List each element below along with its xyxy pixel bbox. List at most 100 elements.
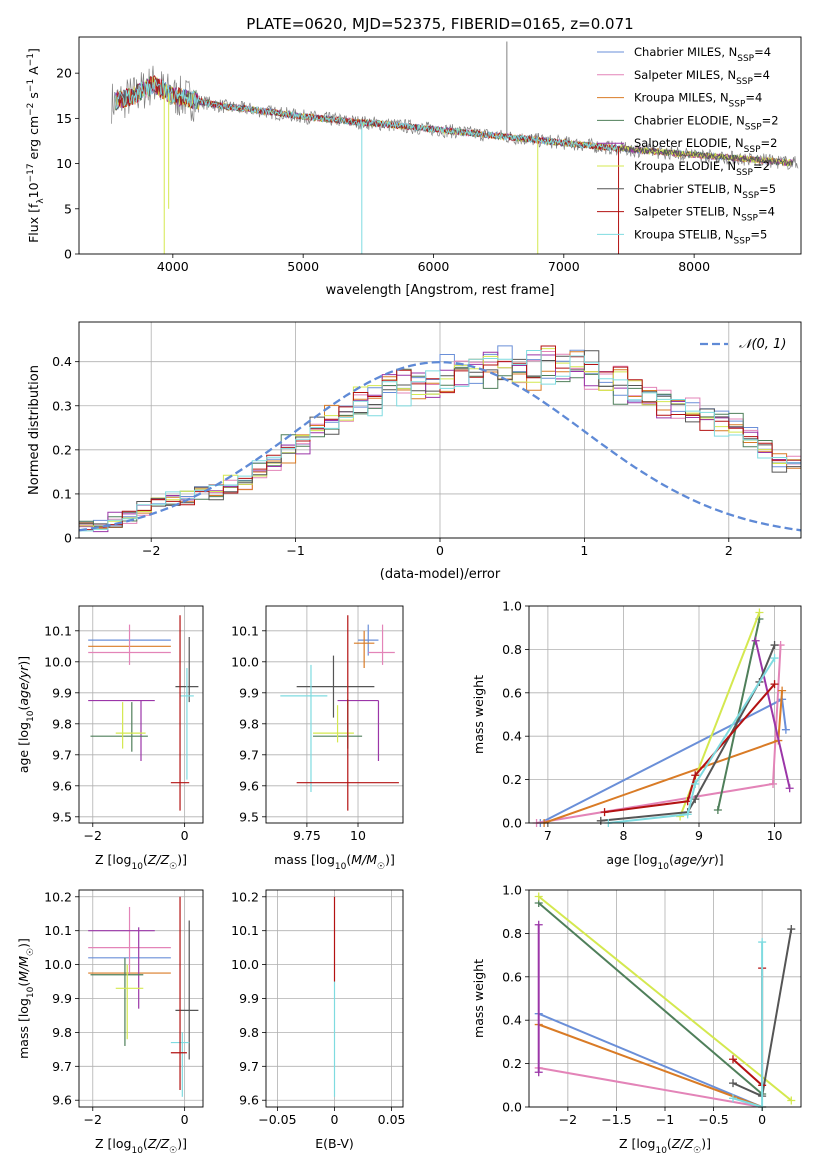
point-marker-kroupa_stelib (770, 654, 779, 663)
axes-frame (78, 321, 802, 539)
y-tick-label: 10.1 (44, 923, 72, 938)
y-tick-label: 9.8 (52, 1025, 72, 1040)
y-tick-label: 0.8 (502, 642, 522, 657)
series-line-kroupa_stelib (608, 657, 776, 824)
x-axis-label: mass [log10(M/M☉)] (274, 852, 395, 872)
y-tick-label: 0.8 (502, 926, 522, 941)
x-tick-label: 6000 (418, 259, 450, 274)
y-axis-label: mass weight (471, 675, 486, 754)
y-tick-label: 9.9 (52, 991, 72, 1006)
point-marker-kroupa_stelib (729, 1094, 737, 1103)
normal-curve (79, 360, 801, 532)
y-tick-label: 9.8 (239, 716, 259, 731)
x-axis-label: Z [log10(Z/Z☉)] (619, 1136, 711, 1156)
panel-mass-vs-metallicity: −2 0 9.6 9.7 9.8 9.9 10.0 10.1 10.2 Z [log10(Z/Z☉… (16, 889, 204, 1156)
point-marker-chabrier_stelib (770, 641, 779, 650)
point-marker-kroupa_elodie (534, 892, 543, 901)
panel-mass-weight-vs-metallicity: −2 −1.5 −1 −0.5 0 0.0 0.2 0.4 0.6 0.8 1.0 Z [log10(… (471, 883, 802, 1156)
y-tick-label: 0.4 (52, 354, 72, 369)
axes-frame (265, 889, 404, 1108)
legend-label-chabrier_stelib: Chabrier STELIB, NSSP=5 (634, 182, 776, 201)
axes-frame (265, 605, 404, 824)
x-tick-label: −2 (142, 543, 160, 558)
point-marker-salpeter_elodie (534, 920, 543, 929)
x-tick-label: 0 (758, 1112, 766, 1127)
y-tick-label: 10.0 (44, 654, 72, 669)
point-marker-salpeter_elodie (751, 636, 760, 645)
x-tick-label: −0.5 (698, 1112, 728, 1127)
plot-area (280, 615, 399, 811)
point-marker-kroupa_elodie (755, 608, 764, 617)
y-axis-label: age [log10(age/yr)] (16, 656, 36, 773)
plot-area (88, 615, 199, 811)
series-line-salpeter_stelib (604, 683, 776, 814)
series-line-kroupa_stelib (115, 79, 620, 152)
point-marker-kroupa_miles (778, 686, 787, 695)
y-tick-label: 9.5 (239, 809, 259, 824)
x-tick-label: 9 (695, 828, 703, 843)
x-tick-label: 8 (619, 828, 627, 843)
y-tick-label: 9.7 (239, 1059, 259, 1074)
plot-area (534, 892, 796, 1111)
plot-area (111, 41, 799, 254)
point-marker-salpeter_stelib (770, 680, 779, 689)
x-axis-label: Z [log10(Z/Z☉)] (95, 1136, 187, 1156)
y-axis-label: Flux [fλ10−17 erg cm−2 s−1 A−1] (26, 48, 46, 243)
y-tick-label: 20 (56, 66, 72, 81)
histogram-kroupa_stelib (79, 350, 801, 538)
axes-frame (78, 605, 204, 824)
axes-frame (528, 889, 802, 1108)
axes-frame (528, 605, 802, 824)
point-marker-chabrier_stelib (691, 795, 700, 804)
legend-label-kroupa_miles: Kroupa MILES, NSSP=4 (634, 91, 762, 110)
x-tick-label: 7000 (548, 259, 580, 274)
y-tick-label: 9.7 (239, 747, 259, 762)
x-tick-label: 5000 (287, 259, 319, 274)
x-tick-label: −1 (656, 1112, 674, 1127)
legend-label-salpeter_elodie: Salpeter ELODIE, NSSP=2 (634, 136, 777, 155)
plot-area (88, 896, 199, 1097)
series-line-salpeter_miles (538, 1066, 763, 1108)
point-marker-chabrier_miles (781, 725, 790, 734)
x-axis-label: age [log10(age/yr)] (606, 852, 723, 872)
y-tick-label: 10.0 (231, 957, 259, 972)
x-tick-label: 0 (181, 1112, 189, 1127)
series-line-kroupa_elodie (538, 895, 792, 1102)
y-tick-label: 10.2 (44, 889, 72, 904)
x-tick-label: 8000 (678, 259, 710, 274)
y-tick-label: 10.2 (231, 889, 259, 904)
y-tick-label: 10 (56, 156, 72, 171)
x-tick-label: 7 (544, 828, 552, 843)
point-marker-kroupa_elodie (787, 1096, 796, 1105)
x-tick-label: −2 (84, 828, 102, 843)
point-marker-salpeter_stelib (729, 1055, 737, 1064)
point-marker-salpeter_elodie (534, 1068, 543, 1077)
x-tick-label: 0 (181, 828, 189, 843)
y-tick-label: 9.8 (52, 716, 72, 731)
x-axis-label: wavelength [Angstrom, rest frame] (326, 283, 555, 298)
y-tick-label: 0 (64, 247, 72, 262)
y-axis-label: mass [log10(M/M☉)] (16, 938, 36, 1059)
legend-label-salpeter_miles: Salpeter MILES, NSSP=4 (634, 68, 770, 87)
x-tick-label: 10 (767, 828, 783, 843)
x-tick-label: 1 (580, 543, 588, 558)
legend-label-kroupa_elodie: Kroupa ELODIE, NSSP=2 (634, 159, 770, 178)
point-marker-salpeter_stelib (691, 771, 700, 780)
y-tick-label: 0.4 (502, 729, 522, 744)
legend-label-chabrier_miles: Chabrier MILES, NSSP=4 (634, 45, 771, 64)
x-axis-label: (data-model)/error (380, 567, 501, 582)
panel-spectrum: 4000 5000 6000 7000 8000 0 5 10 15 20 wavelength [… (26, 36, 802, 298)
panel-age-vs-metallicity: −2 0 9.5 9.6 9.7 9.8 9.9 10.0 10.1 Z [log10(Z/Z☉)… (16, 605, 204, 872)
y-tick-label: 5 (64, 201, 72, 216)
series-line-chabrier_elodie (538, 902, 763, 1095)
series-line-salpeter_elodie (754, 640, 791, 789)
y-tick-label: 1.0 (502, 883, 522, 898)
x-tick-label: 0.05 (378, 1112, 406, 1127)
y-tick-label: 10.0 (44, 957, 72, 972)
y-tick-label: 9.6 (52, 778, 72, 793)
y-tick-label: 9.7 (52, 747, 72, 762)
x-tick-label: −2 (559, 1112, 577, 1127)
x-tick-label: 4000 (157, 259, 189, 274)
